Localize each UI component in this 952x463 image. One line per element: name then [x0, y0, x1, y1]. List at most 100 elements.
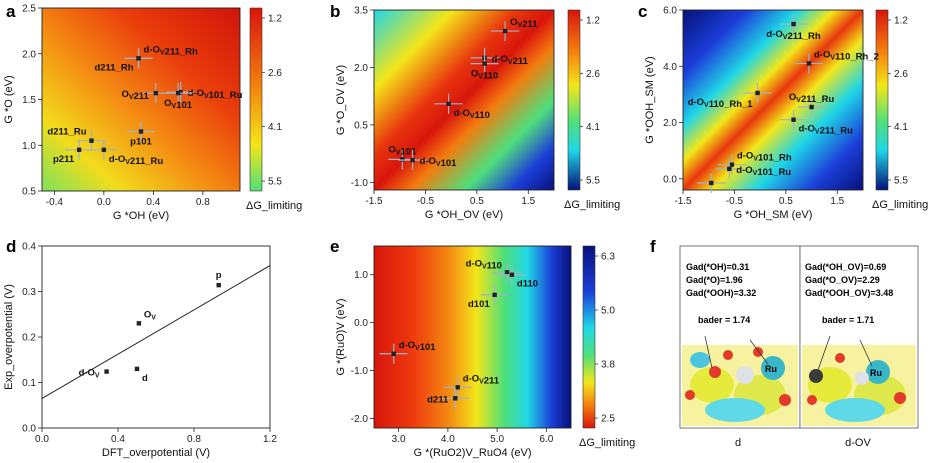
panel-c-heatmap: [683, 10, 863, 190]
panel-c-point-marker: [727, 166, 732, 172]
panel-c-colorbar-tick-label: 2.6: [894, 69, 908, 80]
panel-e-ytick-label: -2.0: [351, 414, 369, 425]
panel-b-point-label: d-OV211: [492, 54, 529, 67]
panel-f-structure-right: [799, 245, 919, 429]
panel-e-point-label: d211: [427, 394, 449, 405]
panel-a-point-label: p211: [53, 154, 75, 165]
panel-e-colorbar-tick-label: 3.8: [601, 360, 615, 371]
panel-a-xtick-label: 0.4: [146, 197, 160, 208]
panel-e-xtick-label: 6.0: [539, 434, 553, 445]
panel-a-colorbar: [249, 7, 263, 192]
panel-e-colorbar-tick-label: 6.3: [601, 252, 615, 263]
panel-d-point-marker: [136, 321, 142, 326]
panel-a-point-marker: [138, 129, 144, 134]
panel-c-ylabel: G *OOH_SM (eV): [644, 56, 656, 143]
panel-c-point-marker: [729, 162, 735, 167]
panel-e-ytick-label: -1.0: [351, 366, 369, 377]
panel-b-point-marker: [446, 101, 451, 107]
panel-c-point-marker: [806, 61, 812, 66]
panel-b-xlabel: G *OH_OV (eV): [425, 209, 503, 221]
panel-b-letter: b: [330, 2, 340, 21]
panel-e-colorbar-tick-label: 5.0: [601, 306, 615, 317]
panel-b-axes-frame: [373, 9, 555, 191]
panel-a-xlabel: G *OH (eV): [113, 210, 169, 222]
panel-b-xtick-label: 1.5: [521, 196, 535, 207]
panel-d-point-label: d-OV: [79, 368, 100, 380]
panel-a-ytick-label: 2.5: [22, 4, 36, 15]
panel-b-ytick-label: -1.0: [351, 178, 369, 189]
panel-a-point-label: OV211: [121, 89, 149, 102]
panel-a-point-marker: [136, 56, 141, 61]
panel-e-colorbar-label: ΔG_limiting: [579, 437, 635, 449]
panel-a-point-label: d-OV211_Rh: [144, 44, 199, 57]
panel-a-point-marker: [178, 89, 183, 95]
f-right-bader: bader = 1.71: [822, 315, 874, 325]
panel-a-colorbar-tick-label: 5.5: [268, 177, 282, 188]
panel-d-point-label: OV: [144, 309, 156, 321]
panel-b-point-label: d-OV101: [420, 156, 458, 169]
panel-a-colorbar-tick-label: 4.1: [268, 122, 282, 133]
panel-a-ytick-label: 0.5: [22, 187, 36, 198]
panel-d-ytick-label: 0.3: [22, 287, 36, 298]
panel-a-point-label: d211_Ru: [47, 127, 86, 138]
panel-b-xtick-label: -0.5: [417, 196, 435, 207]
panel-d-letter: d: [6, 237, 16, 256]
panel-c-point-label: d-OV101_Ru: [736, 165, 791, 178]
panel-d-point-marker: [134, 366, 140, 372]
panel-a-ytick-label: 1.0: [22, 141, 36, 152]
panel-e-point-marker: [453, 396, 458, 401]
panel-c-point-label: OV211_Ru: [789, 92, 835, 105]
panel-d-point-label: p: [216, 270, 222, 281]
panel-d-xlabel: DFT_overpotential (V): [102, 447, 210, 459]
panel-c-xtick-label: 0.5: [779, 196, 793, 207]
panel-c-xlabel: G *OH_SM (eV): [734, 209, 813, 221]
panel-e-point-marker: [391, 351, 396, 356]
panel-b-point-marker: [400, 157, 405, 162]
panel-e-point-marker: [504, 270, 510, 275]
panel-a-letter: a: [6, 2, 16, 21]
panel-a-point-label: d211_Rh: [94, 62, 133, 73]
panel-a-colorbar-tick-label: 1.2: [268, 14, 282, 25]
panel-d-ylabel: Exp_overpotential (V): [3, 284, 15, 390]
panel-c-colorbar: [875, 9, 889, 191]
panel-c-point-marker: [791, 117, 796, 122]
panel-c-colorbar-label: ΔG_limiting: [872, 199, 928, 211]
panel-c-letter: c: [638, 2, 647, 21]
panel-b-point-marker: [482, 61, 487, 66]
panel-c-xtick-label: -0.5: [726, 196, 744, 207]
panel-a-point-marker: [89, 138, 94, 143]
panel-d-xtick-label: 0.4: [111, 434, 125, 445]
panel-a-point-marker: [76, 147, 82, 153]
panel-c-point-marker: [809, 104, 814, 110]
panel-c-colorbar-tick-label: 4.1: [894, 122, 908, 133]
panel-b-colorbar-label: ΔG_limiting: [564, 199, 620, 211]
panel-b-point-marker: [410, 157, 415, 163]
panel-b-ylabel: G *O_OV (eV): [335, 65, 347, 135]
panel-e-point-label: d-OV110: [466, 258, 502, 271]
f-right-caption: d-OV: [845, 437, 871, 449]
panel-d-ytick-label: 0.0: [22, 424, 36, 435]
panel-c-ytick-label: 6.0: [663, 6, 677, 17]
f-right-atom-label: Ru: [870, 368, 882, 378]
panel-d-point-label: d: [142, 373, 148, 384]
panel-b-colorbar-tick-label: 5.5: [586, 176, 600, 187]
panel-e-ylabel: G *(RuO)V (eV): [335, 298, 347, 375]
panel-b-colorbar-tick-label: 1.2: [586, 16, 600, 27]
panel-c-point-label: d-OV211_Ru: [799, 124, 854, 137]
panel-a-ytick-label: 2.0: [22, 49, 36, 60]
panel-d-ytick-label: 0.4: [22, 242, 36, 253]
panel-f-letter: f: [650, 237, 656, 256]
panel-b-point-label: OV110: [471, 69, 498, 82]
panel-c-point-label: d-OV110_Rh_1: [688, 97, 754, 110]
panel-e-xtick-label: 3.0: [392, 434, 406, 445]
panel-d-point-marker: [216, 282, 221, 288]
panel-e-xtick-label: 4.0: [441, 434, 455, 445]
f-left-bader: bader = 1.74: [698, 315, 750, 325]
panel-d-xtick-label: 0.0: [35, 434, 49, 445]
panel-d-point-marker: [104, 369, 109, 374]
panel-a-point-marker: [175, 90, 181, 96]
panel-d-xtick-label: 1.2: [263, 434, 277, 445]
panel-e-point-label: d-OV211: [463, 373, 500, 386]
f-left-g-o: Gad(*O)=1.96: [686, 275, 743, 285]
